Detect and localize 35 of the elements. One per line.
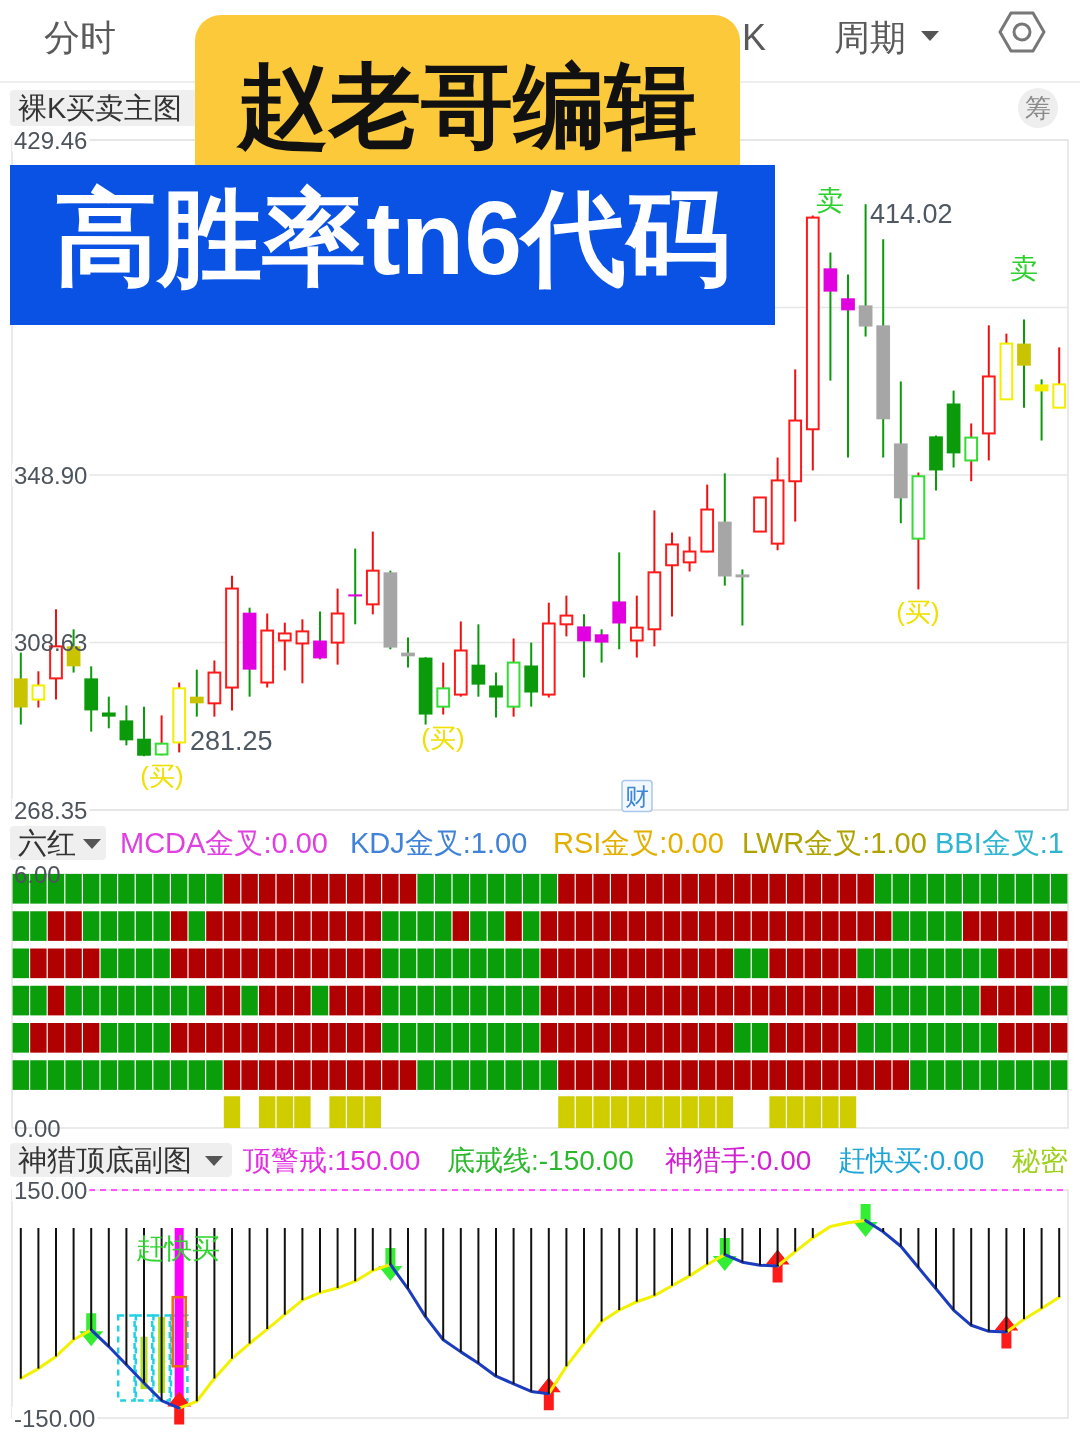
chart-title: 神猎顶底副图 xyxy=(18,1144,192,1176)
annotation: K xyxy=(742,16,766,58)
title: 高胜率tn6代码 xyxy=(10,165,775,325)
annotation: LWR金叉:1.00 xyxy=(742,827,927,859)
y-tick-label: -150.00 xyxy=(14,1404,96,1432)
annotation: (买) xyxy=(896,597,940,627)
annotation: BBI金叉:1 xyxy=(935,827,1064,859)
annotation: 底戒线:-150.00 xyxy=(447,1144,634,1176)
annotation: (买) xyxy=(421,723,465,753)
annotation: 秘密 xyxy=(1012,1144,1068,1176)
annotation: (买) xyxy=(140,761,184,791)
annotation: 分时 xyxy=(44,16,116,58)
y-tick-label: 0.00 xyxy=(14,1114,61,1142)
annotation: 顶警戒:150.00 xyxy=(243,1144,421,1176)
annotation: KDJ金叉:1.00 xyxy=(350,827,528,859)
chart-subtitle: 赵老哥编辑 xyxy=(236,55,697,157)
annotation: 裸K买卖主图 xyxy=(10,90,196,126)
annotation: 赶快买:0.00 xyxy=(838,1144,985,1176)
annotation: 卖 xyxy=(1010,252,1038,284)
chart-title: 六红 xyxy=(18,827,76,859)
y-tick-label: 348.90 xyxy=(14,461,88,489)
y-tick-label: 150.00 xyxy=(14,1176,88,1204)
annotation: 281.25 xyxy=(190,726,273,756)
y-tick-label: 429.46 xyxy=(14,126,88,154)
annotation: 卖 xyxy=(816,184,844,216)
annotation: 筹 xyxy=(1018,88,1058,128)
annotation: 414.02 xyxy=(870,199,953,229)
annotation: 神猎手:0.00 xyxy=(665,1144,812,1176)
annotation: MCDA金叉:0.00 xyxy=(120,827,328,859)
annotation: RSI金叉:0.00 xyxy=(553,827,724,859)
title: 六红 xyxy=(10,826,106,860)
title: 神猎顶底副图 xyxy=(10,1143,232,1177)
annotation: 周期 xyxy=(834,16,939,58)
annotation: 财 xyxy=(621,779,653,813)
y-tick-label: 268.35 xyxy=(14,796,88,824)
